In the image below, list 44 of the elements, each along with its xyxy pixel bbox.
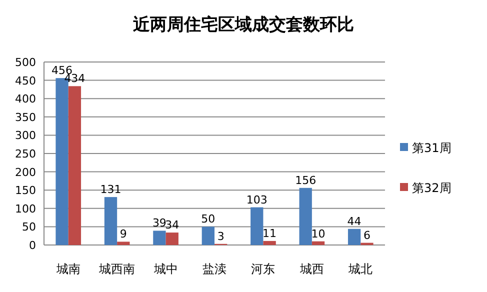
- y-tick-label: 100: [15, 202, 36, 216]
- bar: [153, 230, 166, 245]
- x-tick-label: 城中: [152, 262, 178, 276]
- y-tick-label: 250: [15, 148, 36, 160]
- data-label: 44: [347, 214, 362, 228]
- data-label: 39: [152, 216, 166, 230]
- y-tick-label: 500: [15, 56, 36, 69]
- x-tick-label: 城南: [55, 262, 80, 276]
- x-tick-label: 盐渎: [202, 262, 226, 276]
- data-label: 11: [262, 226, 277, 240]
- bar: [250, 207, 264, 245]
- y-tick-label: 200: [15, 166, 36, 179]
- data-label: 156: [295, 174, 316, 187]
- bar: [68, 86, 82, 245]
- y-tick-label: 150: [15, 184, 36, 198]
- bar: [348, 228, 361, 245]
- y-tick-label: 0: [29, 239, 36, 252]
- data-label: 34: [165, 218, 180, 232]
- y-tick-label: 300: [15, 129, 36, 142]
- bar: [202, 226, 214, 245]
- bar: [104, 197, 118, 245]
- y-tick-label: 450: [15, 74, 36, 88]
- bar: [299, 188, 312, 245]
- chart-title: 近两周住宅区域成交套数环比: [132, 15, 354, 35]
- y-tick-label: 400: [15, 92, 36, 106]
- data-label: 6: [363, 228, 370, 242]
- legend-label: 第32周: [412, 181, 452, 195]
- bar: [166, 232, 178, 245]
- x-tick-label: 城北: [348, 262, 373, 276]
- data-label: 131: [100, 183, 122, 196]
- bar: [117, 242, 130, 245]
- x-tick-label: 河东: [251, 262, 276, 276]
- bar: [263, 240, 276, 245]
- y-tick-label: 350: [15, 110, 36, 124]
- data-label: 10: [311, 227, 326, 240]
- data-label: 3: [217, 230, 224, 243]
- y-tick-label: 50: [22, 220, 36, 234]
- data-label: 9: [120, 228, 127, 241]
- legend-label: 第31周: [412, 141, 452, 155]
- x-tick-label: 城西: [298, 262, 324, 276]
- data-label: 50: [201, 212, 216, 226]
- bar: [312, 241, 325, 245]
- x-tick-label: 城西南: [98, 262, 136, 276]
- data-label: 103: [246, 193, 268, 206]
